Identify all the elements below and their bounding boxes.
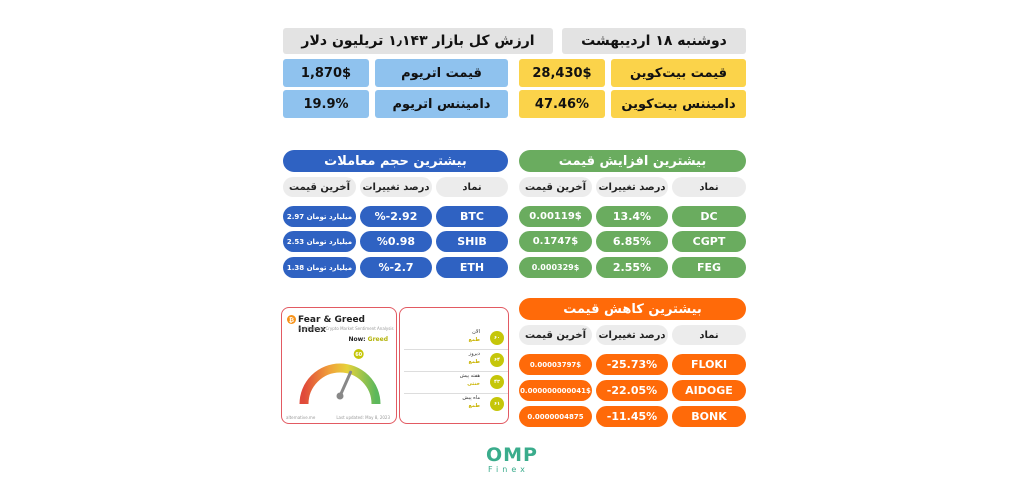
history-value: ۶۴ <box>490 353 504 367</box>
losers-price: 0.00003797$ <box>519 354 592 375</box>
volume-symbol: ETH <box>436 257 508 278</box>
fear-greed-history-card: الان طمع ۶۰ دیروز طمع ۶۴ هفته پیش خنثی ۴… <box>399 307 509 424</box>
omp-finex-logo: OMP Finex <box>478 444 558 476</box>
losers-change: -22.05% <box>596 380 668 401</box>
history-status: طمع <box>468 337 480 343</box>
volume-col-price: آخرین قیمت <box>283 177 356 197</box>
gainers-price: 0.000329$ <box>519 257 592 278</box>
fear-greed-gauge-card: ₿ Fear & Greed Index Multifactorial Cryp… <box>281 307 397 424</box>
history-row: الان طمع ۶۰ <box>404 328 508 350</box>
volume-price: 2.97 میلیارد تومان <box>283 206 356 227</box>
losers-title: بیشترین کاهش قیمت <box>519 298 746 320</box>
fear-greed-now: Now: Greed <box>348 336 388 343</box>
history-value: ۶۱ <box>490 397 504 411</box>
gainers-col-symbol: نماد <box>672 177 746 197</box>
btc-dominance-value: 47.46% <box>519 90 605 118</box>
volume-title: بیشترین حجم معاملات <box>283 150 508 172</box>
market-cap-header: ارزش کل بازار ۱٫۱۴۳ تریلیون دلار <box>283 28 553 54</box>
gainers-change: 2.55% <box>596 257 668 278</box>
history-label: ماه پیش <box>462 395 480 401</box>
history-label: دیروز <box>468 351 480 357</box>
btc-dominance-label: دامیننس بیت‌کوین <box>611 90 746 118</box>
fear-greed-source: alternative.me <box>286 415 316 420</box>
gainers-price: 0.00119$ <box>519 206 592 227</box>
history-status: طمع <box>468 359 480 365</box>
history-label: الان <box>472 329 480 335</box>
gainers-col-price: آخرین قیمت <box>519 177 592 197</box>
bitcoin-icon: ₿ <box>287 315 296 324</box>
btc-price-label: قیمت بیت‌کوین <box>611 59 746 87</box>
volume-change: %-2.7 <box>360 257 432 278</box>
losers-col-change: درصد تغییرات <box>596 325 668 345</box>
history-label: هفته پیش <box>459 373 480 379</box>
volume-symbol: SHIB <box>436 231 508 252</box>
eth-dominance-value: 19.9% <box>283 90 369 118</box>
gainers-price: 0.1747$ <box>519 231 592 252</box>
gainers-symbol: FEG <box>672 257 746 278</box>
logo-sub-text: Finex <box>488 465 529 474</box>
fear-greed-subtitle: Multifactorial Crypto Market Sentiment A… <box>298 326 394 331</box>
gainers-change: 13.4% <box>596 206 668 227</box>
losers-price: 0.0000004875 <box>519 406 592 427</box>
gainers-title: بیشترین افزایش قیمت <box>519 150 746 172</box>
history-row: ماه پیش طمع ۶۱ <box>404 394 508 416</box>
svg-text:₿: ₿ <box>289 316 294 324</box>
losers-col-symbol: نماد <box>672 325 746 345</box>
losers-change: -25.73% <box>596 354 668 375</box>
volume-col-change: درصد تغییرات <box>360 177 432 197</box>
volume-change: %0.98 <box>360 231 432 252</box>
fear-greed-title: Fear & Greed Index <box>298 315 365 335</box>
gainers-symbol: CGPT <box>672 231 746 252</box>
history-value: ۴۳ <box>490 375 504 389</box>
eth-price-label: قیمت اتریوم <box>375 59 508 87</box>
volume-symbol: BTC <box>436 206 508 227</box>
fear-greed-gauge: 60 <box>299 349 381 405</box>
gauge-value-label: 60 <box>355 352 362 358</box>
btc-price-value: 28,430$ <box>519 59 605 87</box>
history-status: طمع <box>468 403 480 409</box>
gauge-needle <box>338 370 353 398</box>
date-header: دوشنبه ۱۸ اردیبهشت <box>562 28 746 54</box>
losers-symbol: AIDOGE <box>672 380 746 401</box>
history-value: ۶۰ <box>490 331 504 345</box>
gainers-symbol: DC <box>672 206 746 227</box>
history-row: دیروز طمع ۶۴ <box>404 350 508 372</box>
losers-symbol: FLOKI <box>672 354 746 375</box>
eth-dominance-label: دامیننس اتریوم <box>375 90 508 118</box>
gainers-change: 6.85% <box>596 231 668 252</box>
losers-price: 0.000000000041$ <box>519 380 592 401</box>
volume-price: 2.53 میلیارد تومان <box>283 231 356 252</box>
losers-change: -11.45% <box>596 406 668 427</box>
gauge-value-marker <box>353 349 364 359</box>
volume-price: 1.38 میلیارد تومان <box>283 257 356 278</box>
fear-greed-updated: Last updated: May 8, 2023 <box>336 415 390 420</box>
losers-col-price: آخرین قیمت <box>519 325 592 345</box>
gainers-col-change: درصد تغییرات <box>596 177 668 197</box>
eth-price-value: 1,870$ <box>283 59 369 87</box>
volume-col-symbol: نماد <box>436 177 508 197</box>
logo-main-text: OMP <box>486 444 538 466</box>
losers-symbol: BONK <box>672 406 746 427</box>
volume-change: %-2.92 <box>360 206 432 227</box>
history-status: خنثی <box>467 381 480 387</box>
history-row: هفته پیش خنثی ۴۳ <box>404 372 508 394</box>
